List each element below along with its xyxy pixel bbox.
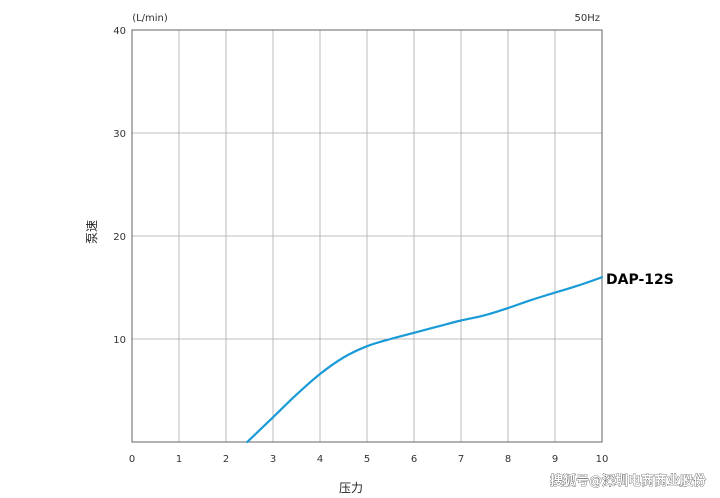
x-tick-label-9: 9 — [552, 454, 558, 465]
y-tick-label-2: 30 — [113, 129, 126, 140]
x-tick-label-8: 8 — [505, 454, 511, 465]
x-tick-label-5: 5 — [364, 454, 370, 465]
x-tick-label-2: 2 — [223, 454, 229, 465]
y-tick-labels: 10 20 30 40 — [113, 26, 126, 346]
x-tick-label-6: 6 — [411, 454, 417, 465]
series-label-dap-12s: DAP-12S — [606, 272, 674, 288]
series-line-dap-12s — [246, 276, 604, 444]
x-tick-label-0: 0 — [129, 454, 135, 465]
x-tick-label-1: 1 — [176, 454, 182, 465]
x-tick-label-4: 4 — [317, 454, 323, 465]
y-axis-title: 泵速 — [85, 220, 99, 244]
grid-lines — [132, 30, 602, 442]
x-tick-label-7: 7 — [458, 454, 464, 465]
y-tick-label-0: 10 — [113, 335, 126, 346]
plot-frame — [131, 29, 603, 443]
watermark: 搜狐号@深圳电商商业股份 — [550, 473, 707, 489]
x-tick-label-3: 3 — [270, 454, 276, 465]
x-axis-title: 压力 — [339, 481, 363, 495]
y-unit-label: (L/min) — [132, 13, 168, 24]
frequency-label: 50Hz — [575, 13, 601, 24]
x-tick-label-10: 10 — [596, 454, 609, 465]
y-tick-label-1: 20 — [113, 232, 126, 243]
y-tick-label-3: 40 — [113, 26, 126, 37]
x-tick-labels: 0 1 2 3 4 5 6 7 8 9 10 — [129, 454, 609, 465]
